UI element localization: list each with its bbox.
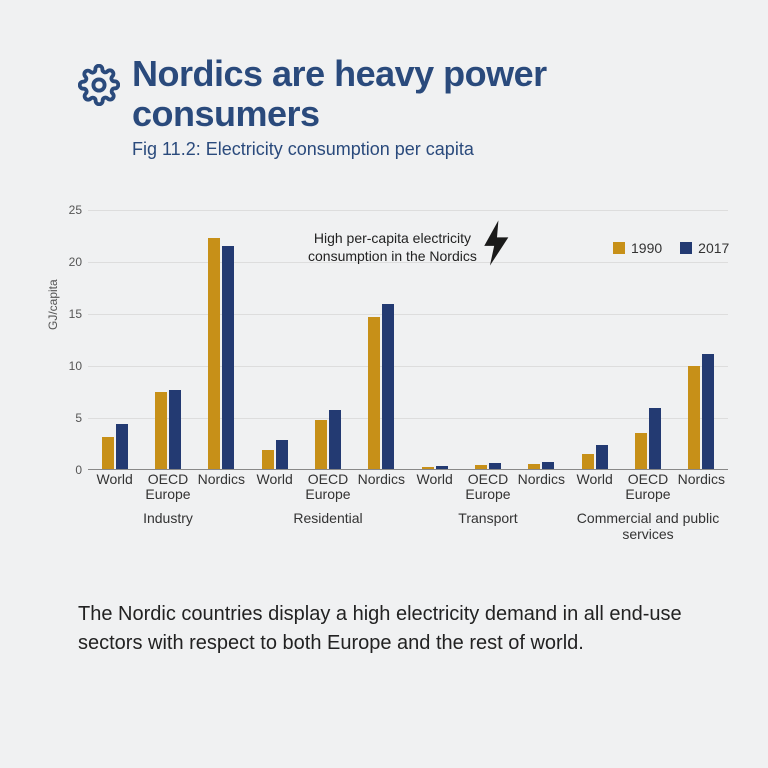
bar: [702, 354, 714, 469]
y-tick-label: 20: [58, 255, 82, 269]
sector-label: Transport: [408, 510, 568, 526]
bar: [315, 420, 327, 469]
legend-swatch: [613, 242, 625, 254]
sector-label: Industry: [88, 510, 248, 526]
legend-label: 2017: [698, 240, 729, 256]
x-tick-label: OECDEurope: [461, 472, 514, 503]
bar: [688, 366, 700, 469]
annotation-text: High per-capita electricityconsumption i…: [308, 230, 477, 265]
bar: [422, 467, 434, 469]
x-tick-label: Nordics: [675, 472, 728, 487]
gridline: [88, 366, 728, 367]
bar: [436, 466, 448, 469]
x-tick-label: OECDEurope: [621, 472, 674, 503]
x-tick-label: World: [408, 472, 461, 487]
legend-item: 1990: [613, 240, 662, 256]
plot-area: 0510152025High per-capita electricitycon…: [88, 210, 728, 470]
x-tick-label: World: [248, 472, 301, 487]
x-tick-label: OECDEurope: [141, 472, 194, 503]
page-title: Nordics are heavy power consumers: [132, 54, 708, 133]
x-tick-label: World: [568, 472, 621, 487]
x-tick-label: OECDEurope: [301, 472, 354, 503]
bar: [528, 464, 540, 469]
legend-label: 1990: [631, 240, 662, 256]
header: Nordics are heavy power consumers Fig 11…: [78, 54, 708, 160]
legend-item: 2017: [680, 240, 729, 256]
chart: GJ/capita 0510152025High per-capita elec…: [40, 200, 740, 560]
bar: [596, 445, 608, 469]
y-tick-label: 25: [58, 203, 82, 217]
page-subtitle: Fig 11.2: Electricity consumption per ca…: [132, 139, 708, 160]
bar: [222, 246, 234, 469]
gridline: [88, 418, 728, 419]
bar: [102, 437, 114, 469]
legend: 1990 2017: [613, 240, 729, 256]
bar: [262, 450, 274, 469]
bar: [489, 463, 501, 469]
y-tick-label: 15: [58, 307, 82, 321]
gridline: [88, 210, 728, 211]
bar: [475, 465, 487, 469]
y-tick-label: 0: [58, 463, 82, 477]
bar: [382, 304, 394, 469]
bar: [635, 433, 647, 469]
bar: [208, 238, 220, 469]
bar: [368, 317, 380, 469]
x-tick-label: Nordics: [355, 472, 408, 487]
y-tick-label: 5: [58, 411, 82, 425]
y-tick-label: 10: [58, 359, 82, 373]
bar: [542, 462, 554, 469]
caption: The Nordic countries display a high elec…: [78, 600, 690, 658]
x-tick-label: Nordics: [515, 472, 568, 487]
gear-icon: [78, 64, 120, 111]
bar: [649, 408, 661, 469]
legend-swatch: [680, 242, 692, 254]
x-tick-label: World: [88, 472, 141, 487]
bar: [329, 410, 341, 469]
x-tick-label: Nordics: [195, 472, 248, 487]
bar: [582, 454, 594, 469]
y-axis-label: GJ/capita: [46, 279, 60, 330]
sector-label: Residential: [248, 510, 408, 526]
bar: [276, 440, 288, 469]
gridline: [88, 314, 728, 315]
lightning-bolt-icon: [480, 220, 514, 271]
sector-label: Commercial and public services: [568, 510, 728, 542]
bar: [155, 392, 167, 469]
bar: [169, 390, 181, 469]
bar: [116, 424, 128, 469]
